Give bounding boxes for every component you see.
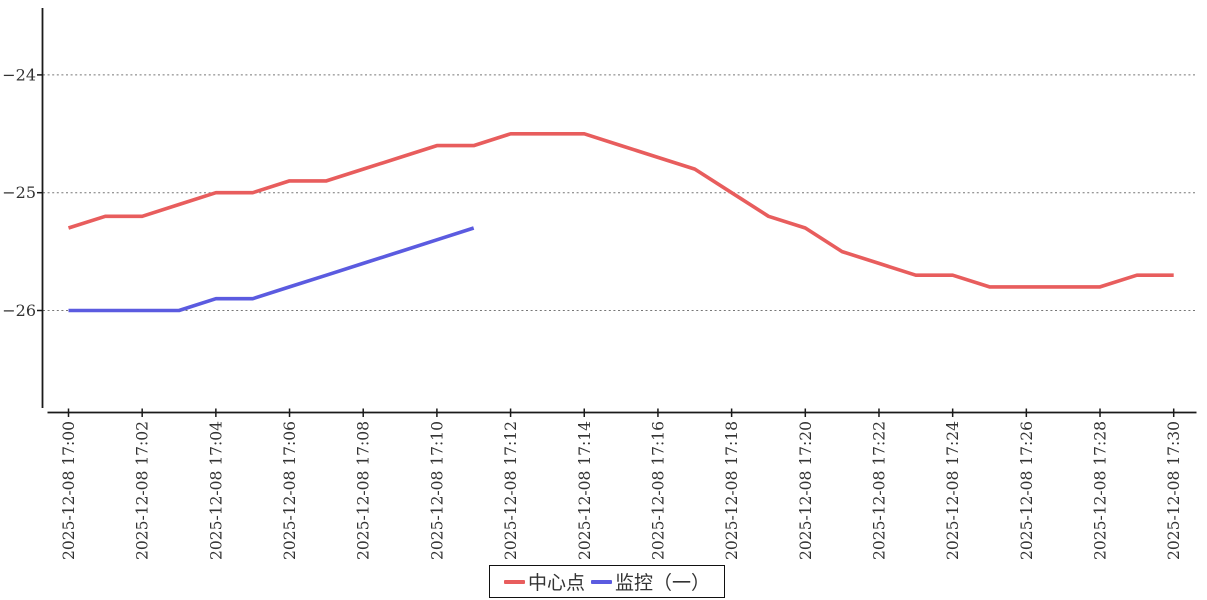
x-axis-label: 2025-12-08 17:30 [1165,421,1183,560]
legend-item-center-point[interactable]: 中心点 [503,568,585,595]
x-axis-label: 2025-12-08 17:00 [60,421,78,560]
legend-item-monitor-1[interactable]: 监控（一） [591,568,710,595]
legend-marker-center-point-icon [503,579,525,584]
x-axis-label: 2025-12-08 17:16 [649,421,667,560]
x-axis-label: 2025-12-08 17:14 [576,421,594,560]
series-line-center-point[interactable] [67,132,1174,289]
x-axis-label: 2025-12-08 17:02 [134,421,152,560]
x-axis-label: 2025-12-08 17:12 [502,421,520,560]
x-axis-label: 2025-12-08 17:28 [1092,421,1110,560]
x-axis-label: 2025-12-08 17:18 [723,421,741,560]
x-axis-label: 2025-12-08 17:26 [1018,421,1036,560]
x-axis-label: 2025-12-08 17:24 [944,421,962,560]
legend-marker-monitor-1-icon [591,579,612,584]
x-axis-label: 2025-12-08 17:08 [355,421,373,560]
y-axis-label: −25 [2,183,36,202]
x-axis-label: 2025-12-08 17:22 [870,421,888,560]
x-axis-label: 2025-12-08 17:20 [797,421,815,560]
y-axis-label: −26 [2,301,36,320]
legend-label-monitor-1: 监控（一） [615,572,711,594]
x-axis-label: 2025-12-08 17:04 [207,421,225,560]
series-line-monitor-1[interactable] [68,226,475,313]
chart-legend: 中心点 监控（一） [489,565,725,598]
legend-label-center-point: 中心点 [527,572,585,594]
x-axis-label: 2025-12-08 17:10 [428,421,446,560]
x-axis-label: 2025-12-08 17:06 [281,421,299,560]
y-axis-label: −24 [2,65,36,84]
